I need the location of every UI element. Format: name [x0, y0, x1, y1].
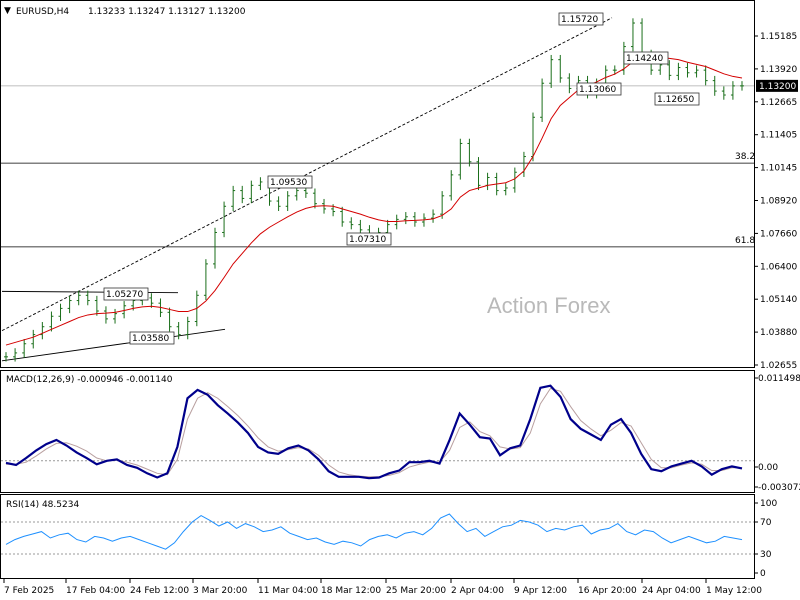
price-annotation: 1.12650 — [657, 95, 694, 105]
current-price-box — [756, 79, 798, 92]
macd-tick-label: 0.00 — [758, 463, 778, 473]
rsi-line — [5, 513, 743, 550]
resistance-line — [1, 290, 179, 294]
x-tick-label: 11 Mar 04:00 — [258, 586, 318, 596]
macd-panel-frame — [0, 370, 755, 493]
price-annotation: 1.14240 — [626, 54, 663, 64]
rsi-tick-label: 30 — [760, 550, 772, 560]
symbol-arrow-icon[interactable]: ▼ — [4, 6, 11, 16]
rsi-title: RSI(14) 48.5234 — [6, 500, 79, 510]
x-tick-label: 18 Mar 12:00 — [321, 586, 381, 596]
x-tick-label: 24 Feb 12:00 — [130, 586, 189, 596]
current-price-label: 1.13200 — [759, 82, 796, 92]
macd-panel: 0.011498 0.00 -0.003072 — [1, 374, 800, 493]
macd-tick-label: -0.003072 — [758, 483, 800, 493]
price-tick-label: 1.12665 — [760, 98, 797, 108]
x-tick-label: 17 Feb 04:00 — [66, 586, 125, 596]
price-panel: 1.15185 1.13920 1.12665 1.11405 1.10145 1.089… — [1, 12, 798, 371]
x-tick-label: 2 Apr 04:00 — [451, 586, 504, 596]
price-annotation-box — [623, 51, 669, 65]
price-annotation: 1.09530 — [270, 178, 307, 188]
ohlc-label: 1.13233 1.13247 1.13127 1.13200 — [88, 7, 246, 17]
symbol-label: EURUSD,H4 — [16, 7, 69, 17]
x-tick-label: 7 Feb 2025 — [4, 586, 54, 596]
price-annotation-box — [129, 331, 175, 345]
x-tick-label: 3 Mar 20:00 — [193, 586, 248, 596]
watermark: Action Forex — [487, 293, 611, 318]
upper-trendline — [1, 17, 613, 332]
rsi-tick-label: 70 — [760, 518, 772, 528]
price-tick-label: 1.05140 — [760, 295, 797, 305]
macd-tick-label: 0.011498 — [758, 374, 800, 384]
x-axis: 7 Feb 2025 17 Feb 04:00 24 Feb 12:00 3 Mar … — [3, 579, 762, 596]
price-tick-label: 1.06400 — [760, 262, 797, 272]
macd-title: MACD(12,26,9) -0.000946 -0.001140 — [6, 375, 173, 385]
x-tick-label: 25 Mar 20:00 — [386, 586, 446, 596]
price-annotation-box — [346, 232, 392, 246]
price-tick-label: 1.02655 — [760, 361, 797, 371]
moving-average-line — [5, 56, 743, 346]
price-annotation: 1.13060 — [579, 85, 616, 95]
x-tick-label: 9 Apr 12:00 — [514, 586, 567, 596]
fib-label: 61.8 — [735, 236, 755, 246]
price-annotation-box — [103, 287, 149, 301]
price-annotation-box — [558, 12, 604, 26]
price-tick-label: 1.08920 — [760, 197, 797, 207]
price-tick-label: 1.13920 — [760, 65, 797, 75]
price-annotation: 1.03580 — [132, 334, 169, 344]
price-panel-frame — [0, 0, 755, 368]
fib-label: 38.2 — [735, 152, 755, 162]
price-annotation: 1.15720 — [561, 15, 598, 25]
rsi-tick-label: 0 — [760, 569, 766, 579]
price-tick-label: 1.07660 — [760, 229, 797, 239]
rsi-panel-frame — [0, 494, 755, 579]
x-tick-label: 16 Apr 20:00 — [578, 586, 637, 596]
price-annotation: 1.05270 — [106, 290, 143, 300]
price-annotation: 1.07310 — [349, 235, 386, 245]
price-annotation-box — [267, 175, 313, 189]
price-tick-label: 1.03880 — [760, 328, 797, 338]
price-annotation-box — [576, 82, 622, 96]
price-annotation-box — [654, 92, 700, 106]
macd-line — [5, 384, 743, 480]
x-tick-label: 1 May 12:00 — [706, 586, 762, 596]
x-tick-label: 24 Apr 04:00 — [642, 586, 701, 596]
rsi-panel: 100 70 30 0 — [1, 499, 777, 579]
price-tick-label: 1.15185 — [760, 32, 797, 42]
rsi-tick-label: 100 — [760, 499, 777, 509]
price-tick-label: 1.11405 — [760, 131, 797, 141]
price-tick-label: 1.10145 — [760, 164, 797, 174]
